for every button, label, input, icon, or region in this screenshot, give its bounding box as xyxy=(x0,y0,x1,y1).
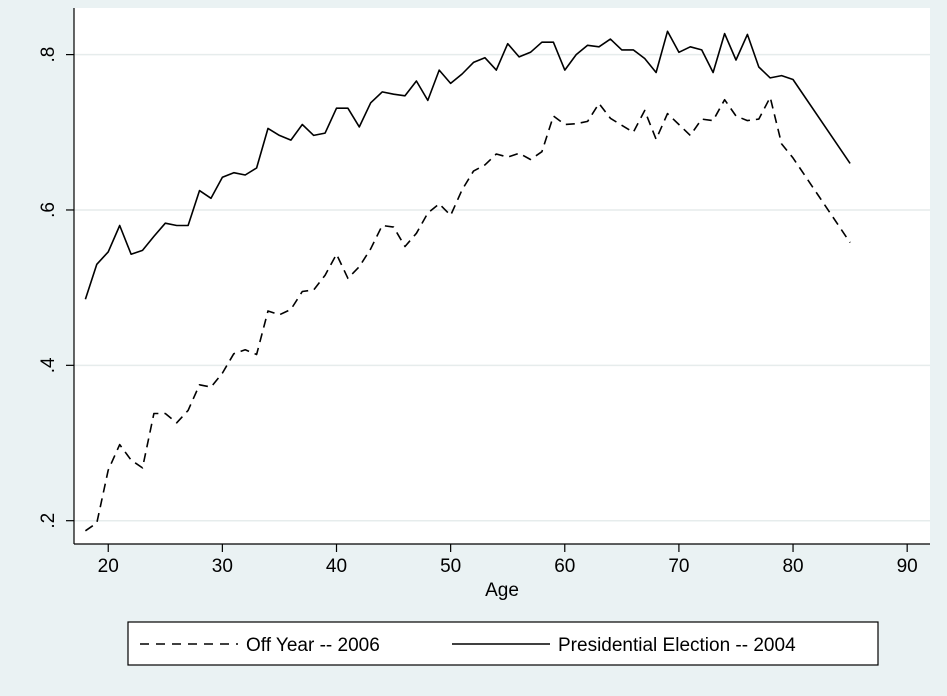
x-tick-label: 30 xyxy=(212,556,233,577)
y-tick-label: .8 xyxy=(38,47,59,63)
series-line-off-year xyxy=(84,96,851,532)
legend-label-presidential: Presidential Election -- 2004 xyxy=(558,635,796,656)
x-tick-label: 50 xyxy=(440,556,461,577)
x-tick-label: 90 xyxy=(897,556,918,577)
legend: Off Year -- 2006 Presidential Election -… xyxy=(127,621,879,666)
tick-labels: .2 .4 .6 .8 20 30 40 50 60 70 80 90 xyxy=(38,47,918,577)
y-tick-label: .4 xyxy=(38,357,59,373)
grid-lines xyxy=(74,53,930,522)
plot-area xyxy=(74,8,930,544)
x-tick-label: 40 xyxy=(326,556,347,577)
axes xyxy=(73,8,930,545)
legend-label-off-year: Off Year -- 2006 xyxy=(246,635,380,656)
x-tick-label: 20 xyxy=(98,556,119,577)
x-tick-label: 70 xyxy=(668,556,689,577)
y-tick-label: .2 xyxy=(38,513,59,529)
x-axis-label: Age xyxy=(485,580,519,601)
x-tick-label: 80 xyxy=(782,556,803,577)
x-tick-label: 60 xyxy=(554,556,575,577)
y-tick-label: .6 xyxy=(38,202,59,218)
series-lines xyxy=(84,30,851,532)
series-line-presidential xyxy=(84,30,851,300)
